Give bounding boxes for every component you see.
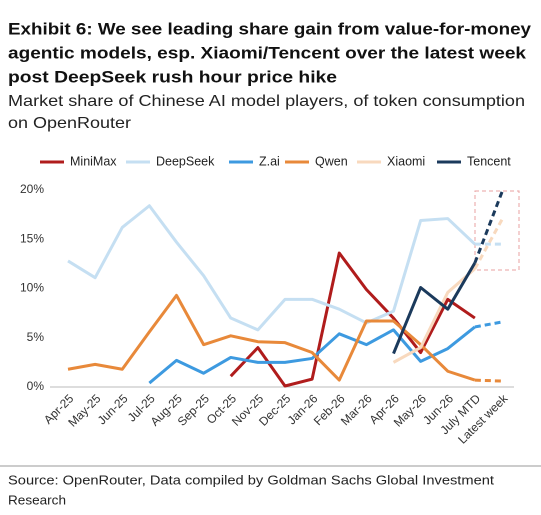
y-tick-label: 5% bbox=[27, 330, 45, 344]
series-line bbox=[229, 251, 476, 388]
highlight-box bbox=[474, 190, 520, 271]
subtitle-line: Market share of Chinese AI model players… bbox=[8, 93, 525, 110]
series-line-dashed bbox=[474, 378, 503, 383]
y-tick-label: 15% bbox=[20, 231, 44, 245]
legend-label: Qwen bbox=[315, 154, 348, 168]
series-line bbox=[67, 293, 476, 382]
x-tick-label: Mar-26 bbox=[338, 391, 375, 428]
series-line-dashed bbox=[473, 191, 504, 264]
source-line: Source: OpenRouter, Data compiled by Gol… bbox=[8, 472, 494, 487]
series-line bbox=[148, 325, 476, 385]
source-line: Research bbox=[8, 492, 66, 507]
y-tick-label: 20% bbox=[20, 182, 44, 196]
legend-label: Xiaomi bbox=[387, 154, 425, 168]
legend-label: Tencent bbox=[467, 154, 511, 168]
y-tick-label: 0% bbox=[27, 379, 45, 393]
title-line: Exhibit 6: We see leading share gain fro… bbox=[8, 19, 532, 38]
title-line: agentic models, esp. Xiaomi/Tencent over… bbox=[8, 43, 527, 62]
title-line: post DeepSeek rush hour price hike bbox=[8, 67, 337, 86]
legend-label: MiniMax bbox=[70, 154, 117, 168]
x-tick-label: Jun-25 bbox=[95, 391, 131, 427]
legend-label: DeepSeek bbox=[156, 154, 215, 168]
series-line bbox=[67, 204, 476, 332]
legend-label: Z.ai bbox=[259, 154, 280, 168]
series-line bbox=[392, 262, 477, 355]
series-line-dashed bbox=[474, 320, 503, 329]
series-line bbox=[392, 267, 476, 364]
y-tick-label: 10% bbox=[20, 281, 44, 295]
subtitle-line: on OpenRouter bbox=[8, 115, 132, 132]
